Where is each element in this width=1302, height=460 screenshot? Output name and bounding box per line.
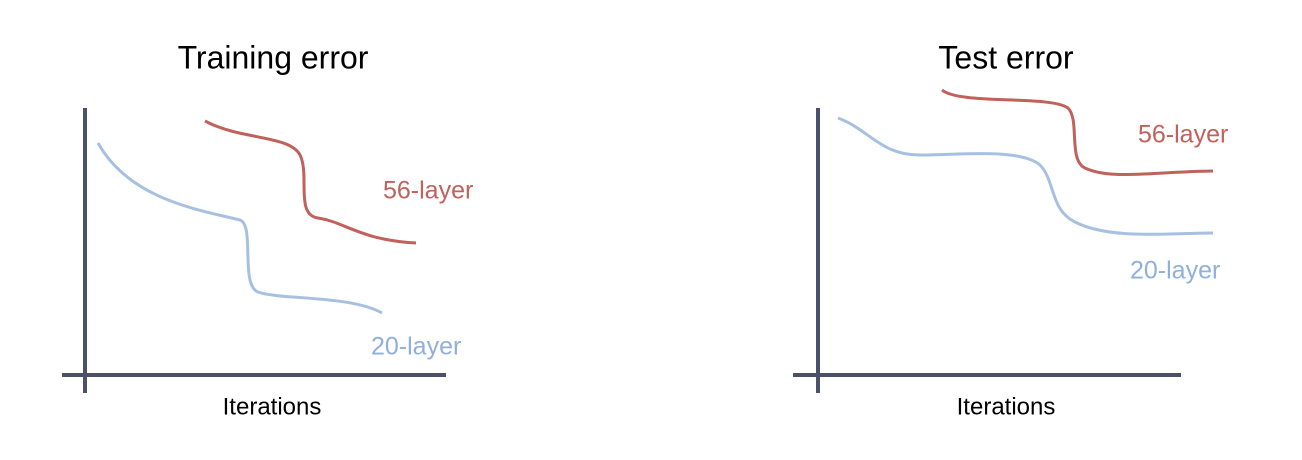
curve-56 [204, 119, 417, 245]
panel-title: Test error [938, 39, 1073, 75]
x-axis-label: Iterations [957, 393, 1056, 420]
curve-20 [837, 116, 1214, 236]
panel-test: Test error 56-layer 20-layer Iterations [793, 39, 1228, 420]
panel-title: Training error [178, 39, 369, 75]
curve-label: 56-layer [1138, 121, 1228, 149]
curve-label: 20-layer [371, 333, 461, 361]
curve-label: 20-layer [1130, 257, 1220, 285]
panel-training: Training error 56-layer 20-layer Iterati… [62, 39, 473, 420]
curve-label: 56-layer [383, 177, 473, 205]
curve-56 [941, 88, 1214, 177]
curve-20 [96, 142, 383, 315]
x-axis-label: Iterations [223, 393, 322, 420]
